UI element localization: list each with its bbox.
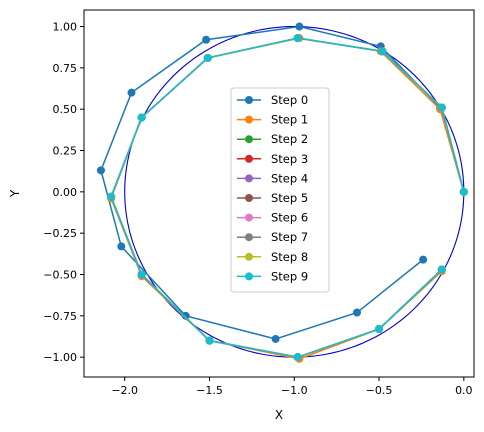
data-point-step-0 <box>117 242 126 251</box>
legend-marker-step-4 <box>245 174 253 183</box>
data-point-step-0 <box>271 334 280 343</box>
series-line-step-9 <box>110 37 465 358</box>
legend: Step 0 Step 1 Step 2 Step 3 Step 4 Step 5 Step… <box>230 87 330 293</box>
legend-marker-step-3 <box>245 154 253 163</box>
legend-label-step-2: Step 2 <box>271 132 308 146</box>
plot-area <box>96 22 468 363</box>
legend-label-step-7: Step 7 <box>271 230 308 244</box>
y-tick-label: 0.50 <box>53 103 78 116</box>
y-tick-label: −0.25 <box>43 227 77 240</box>
series-step-9 <box>107 34 468 362</box>
y-tick-label: 0.25 <box>53 145 78 158</box>
data-point-step-0 <box>295 22 304 31</box>
y-tick-label: 1.00 <box>53 21 78 34</box>
legend-marker-step-6 <box>245 213 253 222</box>
y-tick-label: −0.75 <box>43 310 77 323</box>
x-tick-label: −1.0 <box>281 384 308 397</box>
y-tick-label: −1.00 <box>43 351 77 364</box>
legend-label-step-9: Step 9 <box>271 269 308 283</box>
x-axis: −2.0 −1.5 −1.0 −0.5 0.0 <box>111 377 473 397</box>
x-tick-label: −2.0 <box>111 384 138 397</box>
x-axis-label: X <box>275 408 283 422</box>
y-tick-label: −0.50 <box>43 269 77 282</box>
data-point-step-0 <box>96 166 105 175</box>
legend-marker-step-2 <box>245 135 253 144</box>
x-tick-label: 0.0 <box>455 384 473 397</box>
data-point-step-9 <box>205 336 214 345</box>
legend-marker-step-5 <box>245 194 253 202</box>
legend-marker-step-8 <box>245 252 253 261</box>
data-point-step-9 <box>203 53 212 62</box>
legend-label-step-4: Step 4 <box>271 171 308 185</box>
data-point-step-9 <box>459 187 468 196</box>
legend-label-step-6: Step 6 <box>271 211 308 225</box>
plot-frame <box>83 9 475 378</box>
data-point-step-9 <box>437 265 446 274</box>
data-point-step-9 <box>437 103 446 112</box>
legend-marker-step-0 <box>245 96 253 104</box>
legend-marker-step-9 <box>245 272 253 281</box>
legend-label-step-5: Step 5 <box>271 191 308 205</box>
legend-label-step-3: Step 3 <box>271 152 308 166</box>
data-point-step-0 <box>353 308 361 317</box>
data-point-step-0 <box>202 35 211 44</box>
data-point-step-9 <box>137 270 146 279</box>
data-point-step-0 <box>127 88 136 97</box>
y-axis-label: Y <box>8 189 22 198</box>
x-tick-label: −0.5 <box>366 384 393 397</box>
data-point-step-0 <box>419 255 428 264</box>
y-tick-label: 0.00 <box>53 186 78 199</box>
legend-marker-step-7 <box>245 233 253 242</box>
data-point-step-9 <box>107 192 116 201</box>
y-tick-label: 0.75 <box>53 62 78 75</box>
series-line-step-0 <box>100 25 465 340</box>
data-point-step-0 <box>181 311 190 320</box>
legend-marker-step-1 <box>245 115 253 124</box>
data-point-step-9 <box>137 113 146 122</box>
data-point-step-9 <box>375 325 384 334</box>
y-axis: −1.00 −0.75 −0.50 −0.25 0.00 0.25 0.50 0.75 1.00 <box>43 21 84 364</box>
legend-label-step-1: Step 1 <box>271 113 308 127</box>
data-point-step-9 <box>293 353 302 362</box>
x-tick-label: −1.5 <box>196 384 223 397</box>
legend-label-step-0: Step 0 <box>271 93 308 107</box>
legend-label-step-8: Step 8 <box>271 250 308 264</box>
data-point-step-9 <box>293 34 302 43</box>
data-point-step-9 <box>378 47 387 56</box>
